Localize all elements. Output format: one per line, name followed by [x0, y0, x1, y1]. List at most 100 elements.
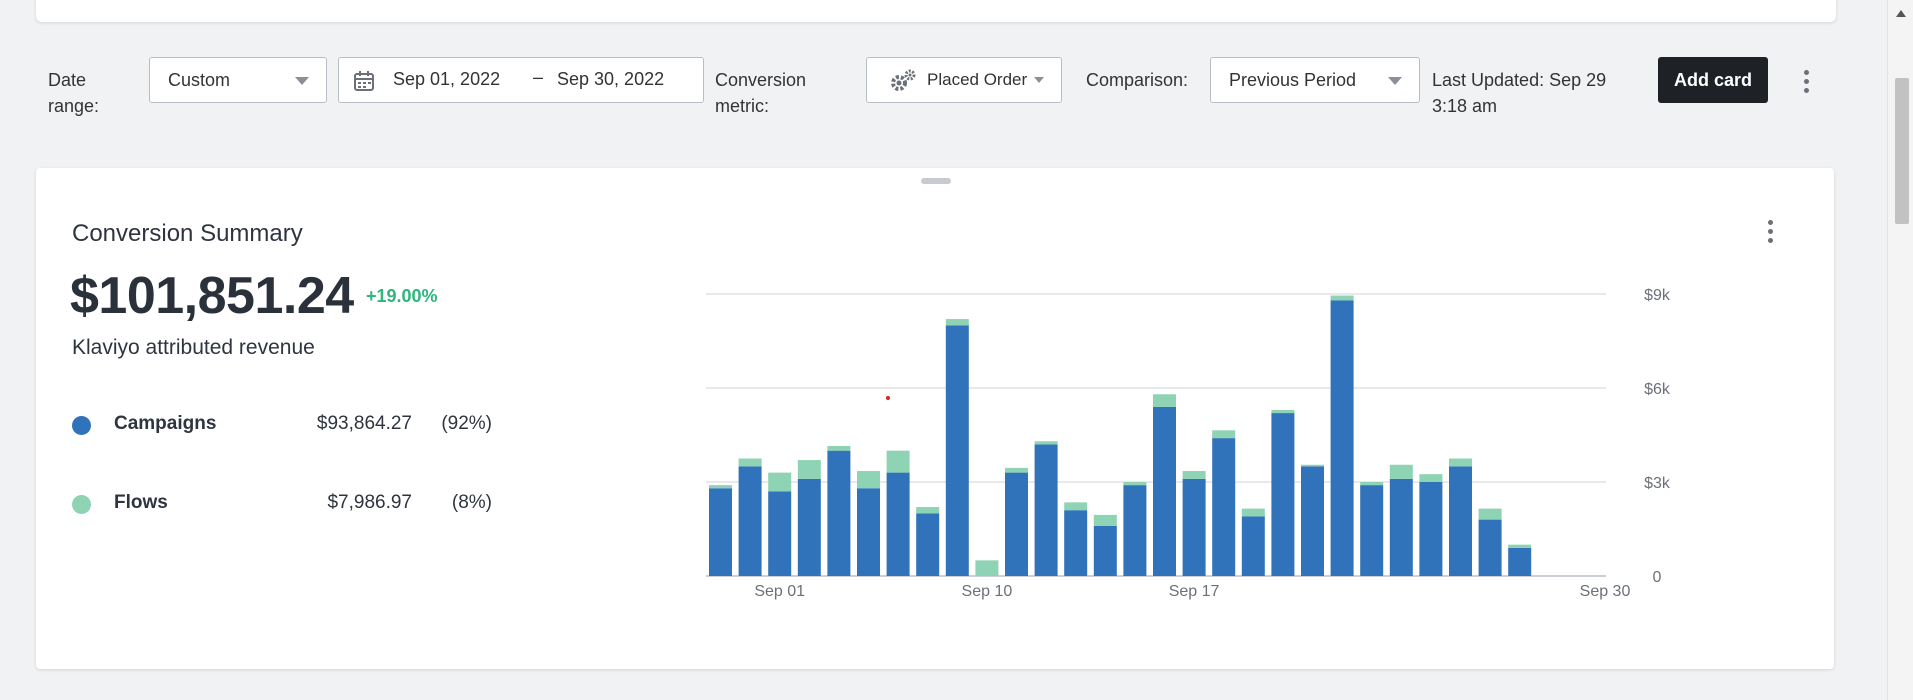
- conversion-metric-label: Conversion metric:: [715, 70, 807, 116]
- bar-campaigns: [1005, 472, 1028, 576]
- legend-value: $93,864.27: [316, 413, 412, 434]
- legend-percent: (8%): [451, 492, 492, 513]
- date-separator: –: [533, 67, 544, 87]
- bar-flows: [1182, 471, 1206, 479]
- date-range-label: Date range:: [48, 70, 100, 116]
- bar-flows: [1093, 514, 1117, 526]
- bar-flows: [975, 560, 999, 576]
- bar-flows: [1301, 464, 1324, 467]
- bar-campaigns: [1389, 478, 1413, 576]
- bar-campaigns: [768, 491, 792, 576]
- add-card-button[interactable]: Add card: [1658, 57, 1768, 103]
- x-tick-label: Sep 30: [1580, 583, 1631, 600]
- conversion-metric-select[interactable]: Placed Order: [866, 57, 1062, 103]
- bar-campaigns: [1419, 482, 1443, 576]
- date-picker[interactable]: Sep 01, 2022 – Sep 30, 2022: [338, 57, 704, 103]
- bar-campaigns: [1478, 519, 1502, 576]
- bar-flows: [797, 460, 821, 479]
- bar-flows: [1419, 474, 1443, 482]
- y-tick-label: $6k: [1644, 381, 1671, 398]
- bar-campaigns: [1034, 444, 1058, 576]
- bar-flows: [709, 485, 732, 489]
- revenue-change-badge: +19.00%: [366, 286, 438, 306]
- bar-flows: [1123, 482, 1147, 486]
- total-revenue: $101,851.24: [70, 267, 354, 325]
- y-tick-label: 0: [1653, 569, 1662, 586]
- cursor-marker: [886, 396, 890, 400]
- legend-item-campaigns: Campaigns $93,864.27 (92%): [72, 411, 492, 441]
- revenue-bar-chart: 0 $3k $6k $9k Sep 01 Sep 10 Sep 17 Sep 30: [706, 287, 1671, 600]
- date-range-value: Custom: [168, 69, 231, 90]
- bar-flows: [1360, 482, 1384, 486]
- bar-flows: [1478, 508, 1502, 520]
- bar-flows: [1212, 430, 1236, 439]
- bar-campaigns: [1330, 300, 1354, 576]
- conversion-summary-card: Conversion Summary $101,851.24 +19.00% K…: [36, 168, 1834, 669]
- bar-campaigns: [1301, 466, 1324, 576]
- x-tick-label: Sep 10: [962, 583, 1013, 600]
- bar-campaigns: [738, 466, 762, 576]
- bar-campaigns: [945, 325, 969, 576]
- scroll-thumb[interactable]: [1895, 78, 1909, 224]
- bar-flows: [1271, 409, 1295, 414]
- bar-flows: [738, 458, 762, 467]
- legend-item-flows: Flows $7,986.97 (8%): [72, 490, 492, 520]
- revenue-subtitle: Klaviyo attributed revenue: [72, 336, 315, 359]
- bar-campaigns: [1360, 485, 1384, 576]
- bar-flows: [1241, 508, 1265, 517]
- bar-campaigns: [1153, 406, 1176, 576]
- chevron-down-icon: [295, 77, 309, 85]
- bar-flows: [886, 450, 910, 473]
- campaigns-dot: [72, 416, 91, 435]
- bar-flows: [1034, 441, 1058, 445]
- legend-name: Flows: [114, 492, 168, 513]
- bar-campaigns: [1064, 510, 1088, 576]
- drag-handle[interactable]: [921, 178, 951, 184]
- bar-campaigns: [1271, 413, 1295, 576]
- bar-flows: [1153, 394, 1176, 407]
- comparison-value: Previous Period: [1229, 69, 1357, 90]
- toolbar-more-icon[interactable]: [1804, 70, 1810, 97]
- legend-percent: (92%): [441, 413, 492, 434]
- bar-campaigns: [857, 488, 880, 576]
- bar-flows: [1330, 295, 1354, 301]
- x-tick-label: Sep 17: [1169, 583, 1220, 600]
- bar-flows: [1508, 544, 1532, 548]
- bar-flows: [945, 319, 969, 326]
- bar-campaigns: [709, 488, 732, 576]
- top-card: [36, 0, 1836, 22]
- bar-campaigns: [1449, 466, 1472, 576]
- chevron-down-icon: [1034, 77, 1044, 83]
- page-scrollbar[interactable]: [1887, 0, 1913, 700]
- bar-campaigns: [1182, 478, 1206, 576]
- bar-campaigns: [1508, 547, 1532, 576]
- last-updated: Last Updated: Sep 29 3:18 am: [1432, 70, 1607, 116]
- bar-campaigns: [797, 478, 821, 576]
- bar-flows: [1005, 467, 1028, 473]
- card-title: Conversion Summary: [72, 220, 303, 247]
- comparison-label: Comparison:: [1086, 70, 1189, 90]
- card-more-icon[interactable]: [1768, 220, 1774, 247]
- date-end-input[interactable]: Sep 30, 2022: [557, 69, 665, 89]
- date-range-select[interactable]: Custom: [149, 57, 327, 103]
- chevron-down-icon: [1388, 77, 1402, 85]
- x-tick-label: Sep 01: [754, 583, 805, 600]
- flows-dot: [72, 495, 91, 514]
- bar-flows: [768, 472, 792, 492]
- date-start-input[interactable]: Sep 01, 2022: [393, 69, 501, 89]
- bar-flows: [1064, 502, 1088, 511]
- bar-flows: [827, 445, 851, 451]
- bar-campaigns: [1093, 525, 1117, 576]
- bar-flows: [857, 471, 880, 489]
- calendar-icon: [354, 71, 374, 91]
- scroll-up-arrow-icon[interactable]: [1896, 10, 1906, 17]
- bar-campaigns: [1212, 438, 1236, 576]
- gears-icon: [891, 69, 916, 91]
- y-tick-label: $3k: [1644, 475, 1671, 492]
- bar-flows: [1449, 458, 1472, 467]
- bar-campaigns: [916, 513, 940, 576]
- legend-name: Campaigns: [114, 413, 217, 434]
- dashboard-toolbar: Date range: Custom Sep 01, 2022 – Sep 30…: [0, 55, 1880, 125]
- comparison-select[interactable]: Previous Period: [1210, 57, 1420, 103]
- bar-campaigns: [886, 472, 910, 576]
